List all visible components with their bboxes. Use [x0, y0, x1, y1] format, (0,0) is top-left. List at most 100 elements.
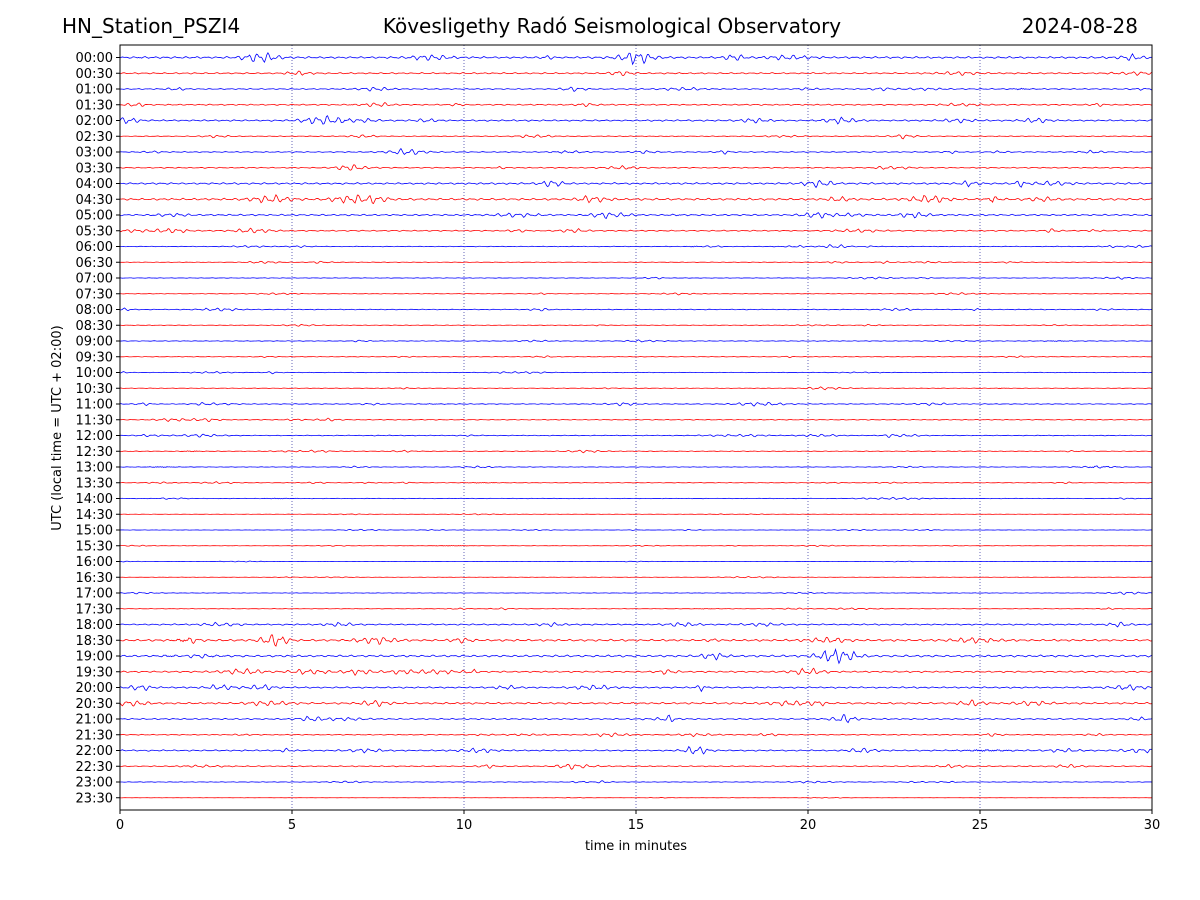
- y-tick-label-18:30: 18:30: [76, 634, 113, 649]
- x-tick-label-25: 25: [972, 818, 989, 833]
- trace-16:30: [119, 576, 1153, 579]
- trace-07:30: [119, 292, 1153, 296]
- y-tick-label-17:00: 17:00: [76, 587, 113, 602]
- trace-15:00: [119, 528, 1153, 532]
- trace-06:00: [119, 243, 1153, 249]
- x-tick-label-20: 20: [800, 818, 817, 833]
- trace-05:00: [119, 212, 1153, 220]
- trace-10:00: [119, 371, 1153, 375]
- y-tick-label-04:30: 04:30: [76, 193, 113, 208]
- y-tick-label-21:30: 21:30: [76, 728, 113, 743]
- trace-05:30: [119, 227, 1153, 234]
- y-tick-label-14:30: 14:30: [76, 508, 113, 523]
- y-tick-label-07:00: 07:00: [76, 272, 113, 287]
- vertical-grid: [291, 45, 981, 810]
- y-tick-label-16:00: 16:00: [76, 555, 113, 570]
- y-tick-label-18:00: 18:00: [76, 618, 113, 633]
- y-tick-label-16:30: 16:30: [76, 571, 113, 586]
- y-tick-label-02:00: 02:00: [76, 114, 113, 129]
- trace-12:30: [119, 449, 1153, 454]
- y-tick-label-03:30: 03:30: [76, 161, 113, 176]
- trace-15:30: [119, 544, 1153, 547]
- trace-22:30: [119, 763, 1153, 770]
- y-tick-label-08:30: 08:30: [76, 319, 113, 334]
- trace-18:30: [119, 634, 1153, 647]
- trace-19:00: [119, 647, 1153, 665]
- trace-14:30: [119, 513, 1153, 516]
- y-tick-label-22:00: 22:00: [76, 744, 113, 759]
- trace-22:00: [119, 745, 1153, 755]
- x-tick-label-10: 10: [456, 818, 473, 833]
- trace-21:00: [119, 714, 1153, 724]
- y-tick-label-10:00: 10:00: [76, 366, 113, 381]
- y-tick-label-21:00: 21:00: [76, 713, 113, 728]
- y-tick-label-09:30: 09:30: [76, 350, 113, 365]
- y-tick-label-05:00: 05:00: [76, 209, 113, 224]
- y-tick-label-01:00: 01:00: [76, 83, 113, 98]
- y-tick-label-14:00: 14:00: [76, 492, 113, 507]
- y-tick-label-20:00: 20:00: [76, 681, 113, 696]
- trace-08:30: [119, 323, 1153, 327]
- trace-21:30: [119, 732, 1153, 738]
- y-tick-label-07:30: 07:30: [76, 287, 113, 302]
- x-tick-labels: 0 5 10 15 20 25 30: [116, 810, 1160, 833]
- y-tick-label-20:30: 20:30: [76, 697, 113, 712]
- trace-13:30: [119, 481, 1153, 484]
- trace-00:30: [119, 70, 1153, 77]
- trace-03:00: [119, 147, 1153, 155]
- y-tick-label-03:00: 03:00: [76, 146, 113, 161]
- y-tick-label-22:30: 22:30: [76, 760, 113, 775]
- trace-17:30: [119, 607, 1153, 611]
- y-tick-label-11:00: 11:00: [76, 398, 113, 413]
- y-tick-label-19:30: 19:30: [76, 665, 113, 680]
- trace-11:00: [119, 402, 1153, 407]
- y-tick-label-13:00: 13:00: [76, 461, 113, 476]
- trace-20:30: [119, 699, 1153, 708]
- y-tick-label-12:30: 12:30: [76, 445, 113, 460]
- y-tick-label-00:00: 00:00: [76, 51, 113, 66]
- y-tick-labels: 00:0000:3001:0001:3002:0002:3003:0003:30…: [76, 51, 120, 806]
- x-axis-label: time in minutes: [585, 839, 687, 854]
- trace-19:30: [119, 667, 1153, 677]
- trace-03:30: [119, 164, 1153, 171]
- y-tick-label-10:30: 10:30: [76, 382, 113, 397]
- y-tick-label-05:30: 05:30: [76, 224, 113, 239]
- y-tick-label-04:00: 04:00: [76, 177, 113, 192]
- trace-11:30: [119, 417, 1153, 422]
- trace-04:30: [119, 194, 1153, 205]
- y-tick-label-15:00: 15:00: [76, 524, 113, 539]
- trace-14:00: [119, 497, 1153, 501]
- date-title: 2024-08-28: [1021, 14, 1138, 38]
- y-tick-label-09:00: 09:00: [76, 335, 113, 350]
- y-tick-label-23:00: 23:00: [76, 776, 113, 791]
- y-tick-label-23:30: 23:30: [76, 791, 113, 806]
- trace-18:00: [119, 621, 1153, 628]
- trace-02:00: [119, 115, 1153, 125]
- y-axis-label: UTC (local time = UTC + 02:00): [50, 325, 65, 530]
- trace-01:00: [119, 86, 1153, 93]
- trace-group: [119, 52, 1153, 799]
- y-tick-label-15:30: 15:30: [76, 539, 113, 554]
- trace-08:00: [119, 307, 1153, 312]
- trace-02:30: [120, 134, 1153, 140]
- y-tick-label-19:00: 19:00: [76, 650, 113, 665]
- trace-09:30: [119, 355, 1153, 359]
- trace-09:00: [119, 339, 1153, 343]
- x-tick-label-30: 30: [1144, 818, 1161, 833]
- trace-04:00: [119, 179, 1152, 189]
- trace-01:30: [119, 101, 1153, 108]
- trace-23:30: [119, 796, 1153, 799]
- y-tick-label-11:30: 11:30: [76, 413, 113, 428]
- trace-12:00: [119, 433, 1153, 438]
- trace-23:00: [119, 780, 1153, 784]
- y-tick-label-01:30: 01:30: [76, 98, 113, 113]
- trace-06:30: [119, 260, 1153, 264]
- trace-13:00: [119, 465, 1153, 469]
- x-tick-label-15: 15: [628, 818, 645, 833]
- y-tick-label-12:00: 12:00: [76, 429, 113, 444]
- trace-10:30: [119, 386, 1153, 391]
- x-tick-label-0: 0: [116, 818, 124, 833]
- y-tick-label-06:00: 06:00: [76, 240, 113, 255]
- y-tick-label-17:30: 17:30: [76, 602, 113, 617]
